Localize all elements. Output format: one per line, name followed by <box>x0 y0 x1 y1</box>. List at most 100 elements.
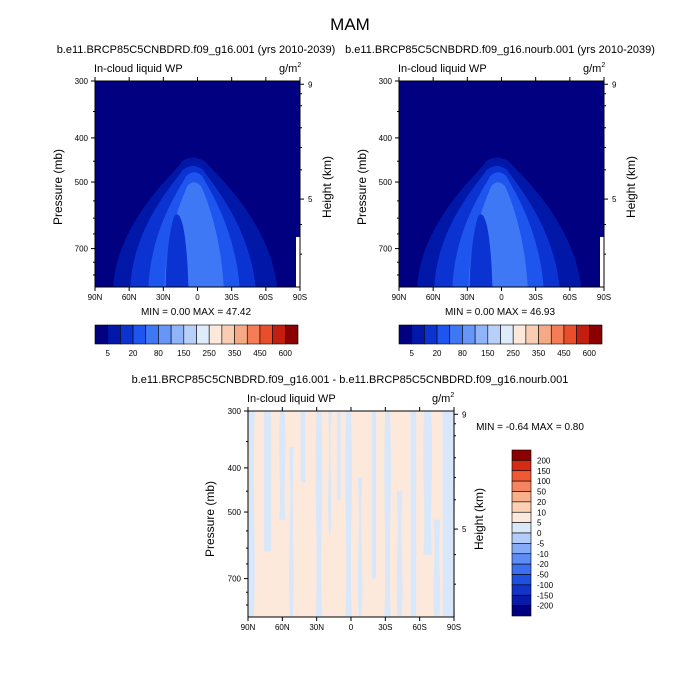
contour-lobe-secondary <box>469 214 493 287</box>
panel-1-colorbar: 5 20 80 150 250 350 450 600 <box>94 324 299 358</box>
colorbar-box <box>511 605 532 617</box>
y-right-tick-label: 5 <box>462 525 467 534</box>
x-tick-label: 60S <box>259 293 273 302</box>
panel-2-min-max: MIN = 0.00 MAX = 46.93 <box>445 307 555 318</box>
y-tick-label: 300 <box>379 77 393 86</box>
panel-2: b.e11.BRCP85C5CNBDRD.f09_g16.nourb.001 (… <box>345 44 655 358</box>
panel-1: b.e11.BRCP85C5CNBDRD.f09_g16.001 (yrs 20… <box>51 44 335 358</box>
colorbar-label: 10 <box>537 508 546 517</box>
x-tick-label: 30S <box>378 623 392 632</box>
colorbar-box <box>589 324 603 345</box>
panel-2-variable-label: In-cloud liquid WP <box>398 63 487 75</box>
colorbar-box <box>183 324 197 345</box>
colorbar-label: 600 <box>279 349 293 358</box>
x-tick-label: 0 <box>499 293 504 302</box>
x-tick-label: 30S <box>529 293 543 302</box>
panel-2-subtitle: b.e11.BRCP85C5CNBDRD.f09_g16.nourb.001 (… <box>345 44 655 56</box>
y-tick-label: 700 <box>379 245 393 254</box>
panel-1-plot-area: 90N 60N 30N 0 30S 60S 90S 300 400 500 700 9 5 <box>75 77 313 302</box>
y-tick-label: 700 <box>228 575 242 584</box>
colorbar-box <box>511 460 532 472</box>
colorbar-box <box>511 584 532 596</box>
y-right-tick-label: 9 <box>462 410 467 419</box>
x-tick-label: 90N <box>241 623 256 632</box>
colorbar-box <box>511 522 532 534</box>
panel-2-ylabel-right: Height (km) <box>624 156 638 218</box>
colorbar-label: 50 <box>537 488 546 497</box>
x-tick-label: 60N <box>426 293 441 302</box>
colorbar-label: -20 <box>537 560 549 569</box>
colorbar-box <box>234 324 248 345</box>
colorbar-box <box>487 324 501 345</box>
x-tick-label: 0 <box>349 623 354 632</box>
panel-3-ylabel: Pressure (mb) <box>203 481 217 557</box>
panel-1-variable-label: In-cloud liquid WP <box>94 63 183 75</box>
colorbar-label: 5 <box>105 349 110 358</box>
colorbar-box <box>511 501 532 513</box>
x-tick-label: 60N <box>122 293 137 302</box>
colorbar-box <box>511 470 532 482</box>
colorbar-label: 5 <box>409 349 414 358</box>
diff-negative-region <box>315 411 323 617</box>
colorbar-box <box>246 324 261 345</box>
colorbar-box <box>511 480 532 492</box>
colorbar-box <box>208 324 223 345</box>
colorbar-box <box>398 324 412 345</box>
x-tick-label: 90S <box>597 293 611 302</box>
colorbar-label: 250 <box>203 349 217 358</box>
colorbar-label: 150 <box>537 467 551 476</box>
y-tick-label: 300 <box>228 407 242 416</box>
colorbar-box <box>576 324 590 345</box>
panel-1-min-max: MIN = 0.00 MAX = 47.42 <box>141 307 251 318</box>
panel-2-plot-area: 90N 60N 30N 0 30S 60S 90S 300 400 500 700 9 5 <box>379 77 617 302</box>
colorbar-label: 80 <box>458 349 467 358</box>
colorbar-label: 150 <box>481 349 495 358</box>
colorbar-box <box>511 553 532 565</box>
colorbar-box <box>512 324 527 345</box>
x-tick-label: 90N <box>88 293 103 302</box>
colorbar-box <box>511 449 532 461</box>
colorbar-label: 450 <box>557 349 571 358</box>
y-tick-label: 300 <box>75 77 89 86</box>
panel-1-ylabel: Pressure (mb) <box>51 149 65 225</box>
x-tick-label: 90N <box>392 293 407 302</box>
colorbar-label: 450 <box>253 349 267 358</box>
x-tick-label: 30N <box>156 293 171 302</box>
colorbar-box <box>170 324 185 345</box>
colorbar-box <box>411 324 425 345</box>
y-right-tick-label: 5 <box>308 195 313 204</box>
colorbar-label: 250 <box>507 349 521 358</box>
missing-data-strip <box>296 236 300 287</box>
colorbar-box <box>107 324 121 345</box>
contour-lobe-secondary <box>165 214 189 287</box>
panel-3-plot-area: 90N 60N 30N 0 30S 60S 90S 300 400 500 700 9 5 <box>228 407 467 632</box>
colorbar-label: 0 <box>537 529 542 538</box>
x-tick-label: 90S <box>293 293 307 302</box>
colorbar-label: -100 <box>537 581 554 590</box>
diff-negative-region <box>289 447 294 617</box>
colorbar-box <box>94 324 108 345</box>
diff-negative-region <box>371 411 377 579</box>
colorbar-box <box>500 324 514 345</box>
colorbar-label: 150 <box>177 349 191 358</box>
y-tick-label: 400 <box>379 134 393 143</box>
colorbar-box <box>538 324 552 345</box>
colorbar-label: -10 <box>537 550 549 559</box>
colorbar-box <box>462 324 476 345</box>
colorbar-box <box>132 324 147 345</box>
diff-negative-region <box>300 411 306 483</box>
panel-3-units: g/m2 <box>432 392 454 405</box>
y-right-tick-label: 9 <box>612 80 617 89</box>
colorbar-box <box>511 594 532 606</box>
colorbar-box <box>511 563 532 575</box>
colorbar-label: 80 <box>154 349 163 358</box>
colorbar-label: 5 <box>537 519 542 528</box>
panel-1-units: g/m2 <box>279 62 301 75</box>
diff-negative-region <box>279 411 286 520</box>
colorbar-label: 20 <box>129 349 138 358</box>
missing-data-strip <box>600 236 604 287</box>
colorbar-box <box>158 324 172 345</box>
panel-3: b.e11.BRCP85C5CNBDRD.f09_g16.001 - b.e11… <box>132 374 585 632</box>
